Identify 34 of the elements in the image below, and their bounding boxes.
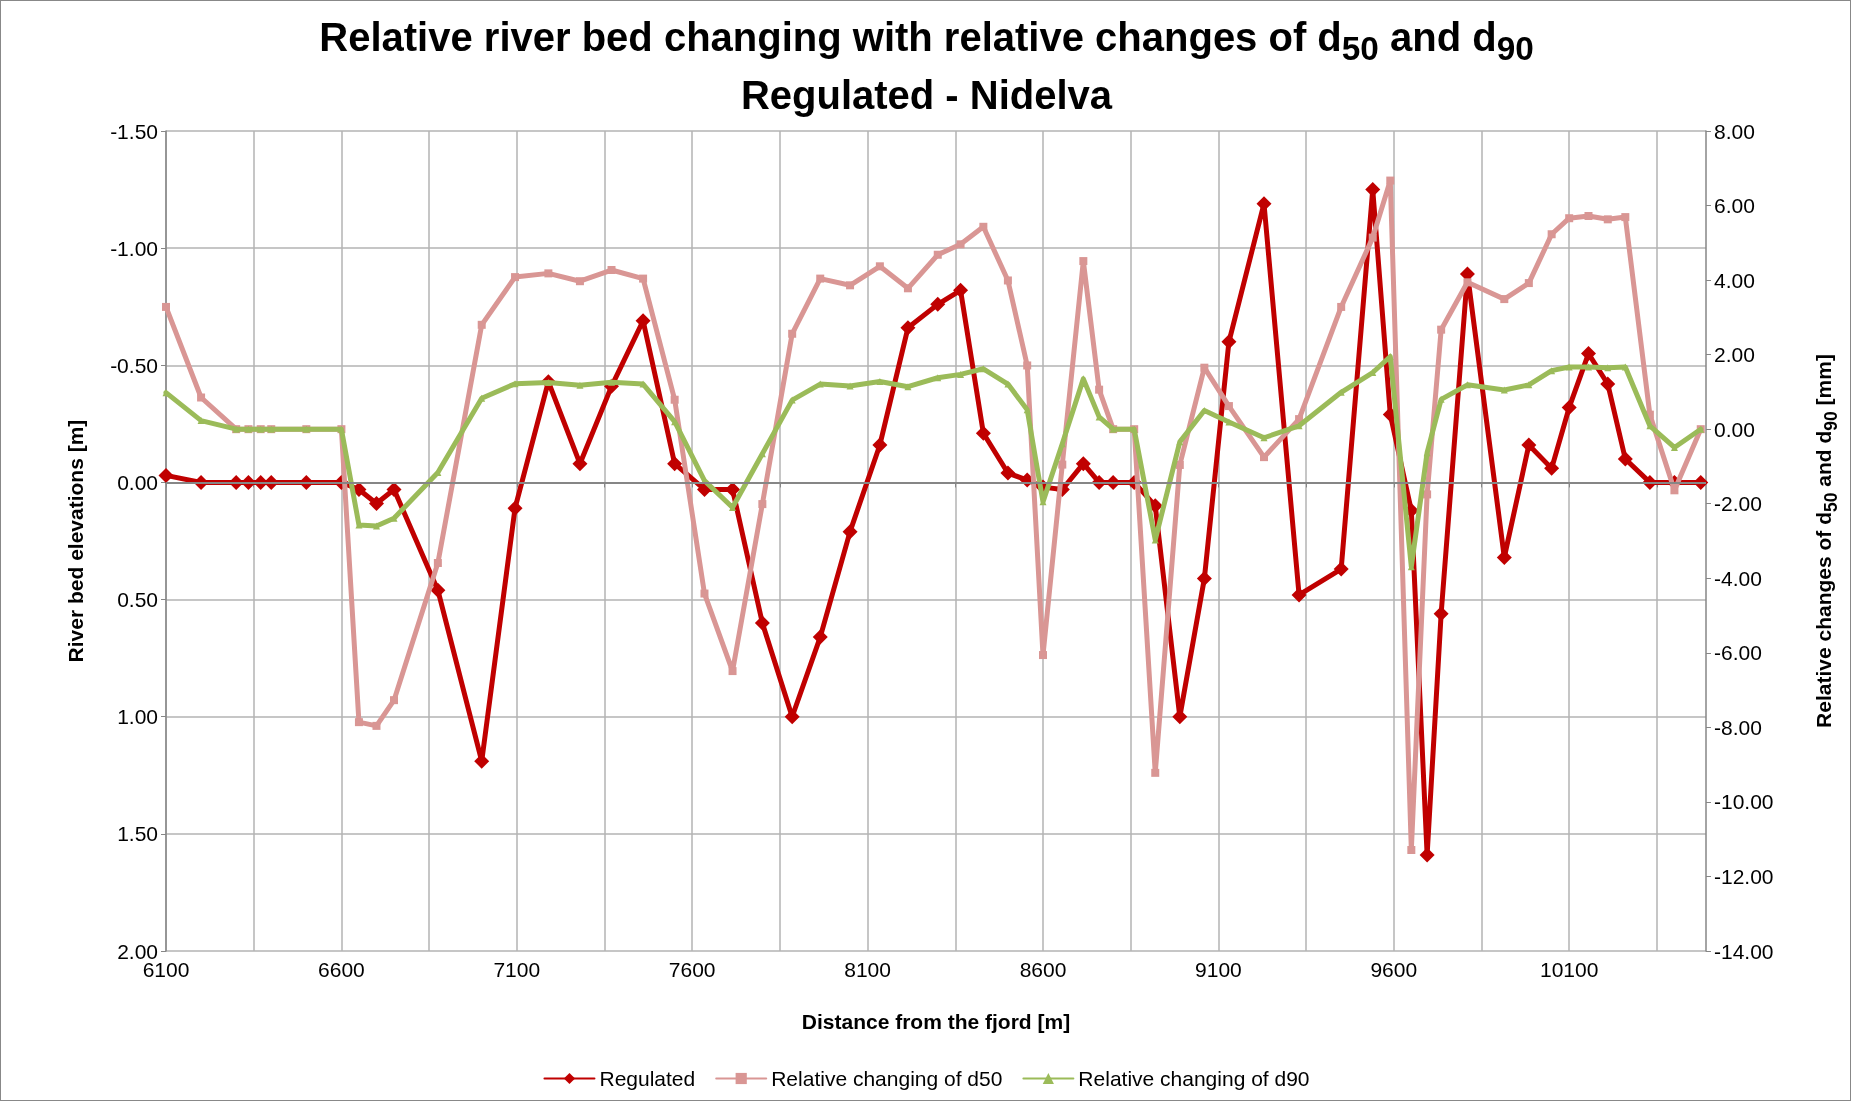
x-tick-label: 8600 [1019,958,1067,981]
y-tick-label: 0.00 [117,470,158,494]
chart-title: Relative river bed changing with relative changes of d$_{50}$ and d$_{90}$ [318,15,1535,68]
y-tick-label: 1.00 [117,705,158,729]
y-tick-label: 0.50 [117,588,158,612]
x-tick-label: 8100 [844,958,891,981]
x-tick-label: 6600 [318,958,365,981]
x-tick-label: 9100 [1195,958,1242,981]
y2-tick-label: 0.00 [1714,417,1755,441]
y-axis-title: River bed elevations [m] [64,419,87,663]
y2-tick-label: 6.00 [1714,194,1755,218]
y2-tick-label: 8.00 [1714,119,1755,143]
y2-tick-label: 2.00 [1714,343,1755,367]
y2-tick-label: -14.00 [1714,939,1774,963]
y2-tick-label: 4.00 [1714,268,1755,292]
x-axis-title: Distance from the fjord [m] [801,1010,1071,1033]
legend-label: Relative changing of d50 [771,1067,1003,1090]
y2-tick-label: -12.00 [1714,864,1774,888]
y2-tick-label: -4.00 [1714,566,1762,590]
y2-tick-label: -8.00 [1714,715,1762,739]
y-tick-label: -1.00 [110,236,158,260]
y2-tick-label: -2.00 [1714,492,1762,516]
legend-label: Relative changing of d90 [1078,1067,1310,1090]
x-tick-label: 7600 [668,958,716,981]
y-tick-label: -1.50 [110,119,158,143]
y-tick-label: 1.50 [117,822,158,846]
legend-label: Regulated [599,1067,696,1090]
y2-tick-label: -6.00 [1714,641,1762,665]
y-tick-label: -0.50 [110,353,158,377]
chart-subtitle: Regulated - Nidelva [739,73,1114,118]
x-tick-label: 10100 [1539,958,1599,981]
x-tick-label: 7100 [493,958,541,981]
y2-tick-label: -10.00 [1714,790,1774,814]
x-tick-label: 9600 [1370,958,1418,981]
